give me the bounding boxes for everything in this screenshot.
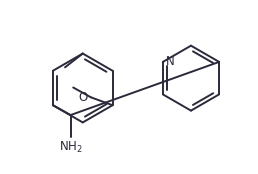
Text: NH$_2$: NH$_2$ <box>59 140 83 155</box>
Text: N: N <box>166 55 175 68</box>
Text: O: O <box>79 91 88 104</box>
